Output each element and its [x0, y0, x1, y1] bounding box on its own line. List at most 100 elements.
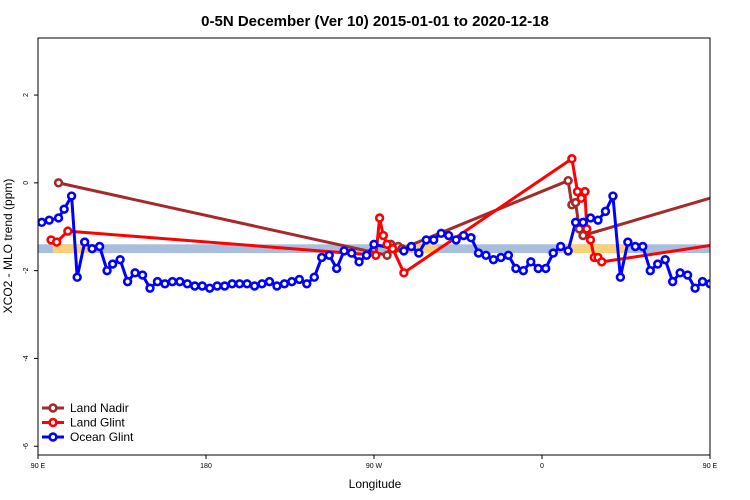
chart-title: 0-5N December (Ver 10) 2015-01-01 to 202… — [201, 13, 549, 30]
point-ocean-glint-49 — [421, 235, 431, 245]
point-ocean-glint-90 — [729, 280, 736, 287]
point-ocean-glint-5 — [72, 272, 82, 282]
point-land-glint-11 — [576, 193, 586, 203]
point-ocean-glint-84 — [682, 270, 693, 280]
point-land-nadir-10 — [578, 230, 588, 241]
point-ocean-glint-30 — [257, 279, 267, 289]
point-ocean-glint-72 — [593, 215, 603, 225]
point-ocean-glint-32 — [272, 281, 282, 291]
point-ocean-glint-53 — [451, 235, 461, 245]
point-ocean-glint-77 — [630, 241, 641, 252]
x-tick-label-3: 0 — [540, 463, 544, 470]
y-tick-label-4: -6 — [23, 443, 30, 449]
point-ocean-glint-8 — [94, 241, 105, 252]
point-ocean-glint-38 — [317, 252, 327, 263]
land-segment-1 — [396, 244, 438, 254]
point-land-glint-12 — [580, 186, 590, 197]
point-ocean-glint-64 — [533, 263, 543, 274]
point-ocean-glint-75 — [615, 272, 626, 282]
y-axis-label: XCO2 - MLO trend (ppm) — [1, 179, 15, 314]
point-ocean-glint-22 — [197, 281, 207, 291]
point-ocean-glint-91 — [736, 283, 743, 290]
point-ocean-glint-44 — [361, 250, 372, 260]
point-ocean-glint-82 — [667, 276, 678, 287]
axes: 90 E 180 90 W 0 90 E 2 0 -2 -4 -6 — [23, 93, 718, 470]
point-ocean-glint-73 — [600, 206, 611, 217]
point-ocean-glint-69 — [570, 217, 581, 228]
point-land-nadir-1 — [382, 250, 392, 260]
x-axis-label: Longitude — [349, 477, 402, 491]
point-ocean-glint-35 — [294, 274, 305, 285]
point-ocean-glint-9 — [102, 265, 112, 276]
point-land-glint-8 — [399, 268, 409, 278]
legend-marker-land-nadir — [48, 403, 58, 413]
point-ocean-glint-27 — [234, 279, 245, 289]
point-ocean-glint-41 — [339, 246, 349, 256]
point-ocean-glint-2 — [53, 213, 64, 223]
point-ocean-glint-71 — [585, 213, 596, 223]
plot-area — [38, 154, 750, 293]
point-ocean-glint-1 — [44, 215, 54, 225]
point-land-glint-17 — [597, 257, 607, 267]
point-ocean-glint-37 — [309, 272, 319, 282]
point-ocean-glint-33 — [279, 279, 290, 289]
point-ocean-glint-92 — [744, 283, 750, 290]
x-tick-label-2: 90 W — [366, 463, 383, 470]
point-land-nadir-6 — [563, 175, 573, 186]
point-ocean-glint-62 — [518, 265, 529, 276]
legend-label-ocean-glint: Ocean Glint — [70, 430, 134, 444]
point-land-glint-18 — [744, 237, 750, 244]
legend-marker-land-glint — [48, 417, 58, 428]
point-land-glint-14 — [585, 235, 596, 245]
point-land-glint-4 — [374, 213, 385, 223]
point-ocean-glint-25 — [219, 281, 230, 291]
point-ocean-glint-6 — [79, 237, 90, 247]
point-ocean-glint-74 — [608, 191, 618, 201]
point-ocean-glint-47 — [406, 241, 417, 252]
y-tick-label-3: -4 — [23, 355, 30, 361]
point-ocean-glint-61 — [511, 263, 521, 274]
point-ocean-glint-31 — [264, 276, 275, 287]
point-ocean-glint-48 — [414, 248, 424, 258]
point-ocean-glint-59 — [496, 252, 506, 263]
point-ocean-glint-34 — [287, 276, 297, 287]
point-ocean-glint-79 — [645, 265, 655, 276]
x-tick-label-4: 90 E — [703, 463, 718, 470]
point-land-glint-3 — [371, 250, 381, 260]
point-ocean-glint-20 — [182, 279, 193, 289]
point-ocean-glint-85 — [690, 283, 700, 293]
point-ocean-glint-14 — [137, 270, 148, 280]
point-ocean-glint-13 — [130, 268, 140, 278]
point-ocean-glint-15 — [145, 283, 155, 293]
point-ocean-glint-17 — [160, 279, 170, 289]
point-ocean-glint-43 — [354, 257, 364, 267]
point-land-glint-7 — [387, 243, 398, 254]
point-ocean-glint-40 — [331, 263, 342, 274]
point-ocean-glint-19 — [175, 276, 185, 287]
x-tick-label-0: 90 E — [31, 463, 46, 470]
point-ocean-glint-68 — [563, 246, 573, 256]
point-ocean-glint-55 — [466, 233, 476, 243]
y-tick-label-0: 2 — [23, 93, 30, 97]
point-ocean-glint-81 — [660, 254, 670, 265]
point-ocean-glint-57 — [481, 250, 491, 260]
point-ocean-glint-42 — [346, 248, 357, 258]
legend-label-land-nadir: Land Nadir — [70, 401, 129, 415]
y-tick-label-1: 0 — [23, 181, 30, 185]
point-ocean-glint-4 — [66, 191, 77, 201]
point-land-glint-1 — [51, 237, 62, 247]
point-ocean-glint-89 — [722, 278, 729, 285]
point-ocean-glint-29 — [249, 281, 260, 291]
point-land-glint-6 — [382, 239, 392, 250]
point-ocean-glint-26 — [227, 279, 237, 289]
point-ocean-glint-52 — [443, 230, 454, 241]
point-ocean-glint-46 — [399, 246, 409, 256]
point-ocean-glint-39 — [324, 250, 334, 260]
point-ocean-glint-70 — [578, 217, 588, 228]
point-ocean-glint-56 — [473, 248, 484, 258]
point-land-nadir-8 — [570, 197, 581, 208]
land-segment-0 — [52, 244, 91, 254]
point-land-glint-2 — [63, 226, 73, 236]
land-segment-2 — [560, 244, 628, 254]
